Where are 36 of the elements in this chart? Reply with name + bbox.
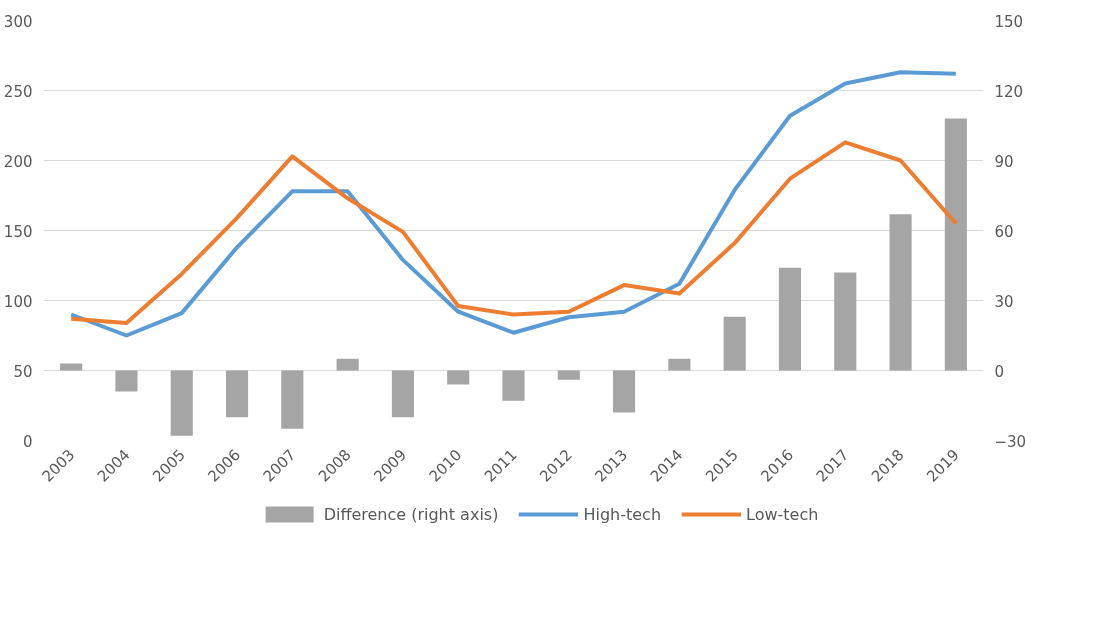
y-tick-label: 50 <box>13 362 33 381</box>
legend-label: High-tech <box>583 504 662 524</box>
y2-tick-label: 0 <box>994 362 1005 381</box>
bar <box>889 214 912 371</box>
bar <box>281 370 304 429</box>
bar <box>778 267 802 371</box>
bar <box>391 370 414 418</box>
bar <box>502 370 525 401</box>
line-series <box>69 140 958 325</box>
y-tick-label: 250 <box>3 82 33 101</box>
bar <box>557 370 580 380</box>
bar <box>170 370 193 436</box>
bar <box>60 363 83 371</box>
legend-label: Low-tech <box>746 504 819 524</box>
y2-tick-label: 60 <box>994 222 1014 241</box>
y-tick-label: 150 <box>3 222 33 241</box>
bar <box>668 358 691 371</box>
legend-label: Difference (right axis) <box>323 504 499 524</box>
y-tick-label: 300 <box>3 12 33 31</box>
bar <box>447 370 470 385</box>
bar <box>834 272 857 371</box>
bar <box>336 358 359 371</box>
y2-tick-label: 120 <box>994 82 1024 101</box>
y-tick-label: 0 <box>22 432 33 451</box>
y2-tick-label: 90 <box>994 152 1014 171</box>
line-series <box>69 70 958 338</box>
y-tick-label: 100 <box>3 292 33 311</box>
y2-tick-label: 30 <box>994 292 1014 311</box>
bar <box>115 370 138 392</box>
bar <box>613 370 636 413</box>
y2-tick-label: −30 <box>994 432 1027 451</box>
bar <box>723 316 746 371</box>
y2-tick-label: 150 <box>994 12 1024 31</box>
bar <box>944 118 967 371</box>
bar <box>225 370 249 418</box>
y-tick-label: 200 <box>3 152 33 171</box>
